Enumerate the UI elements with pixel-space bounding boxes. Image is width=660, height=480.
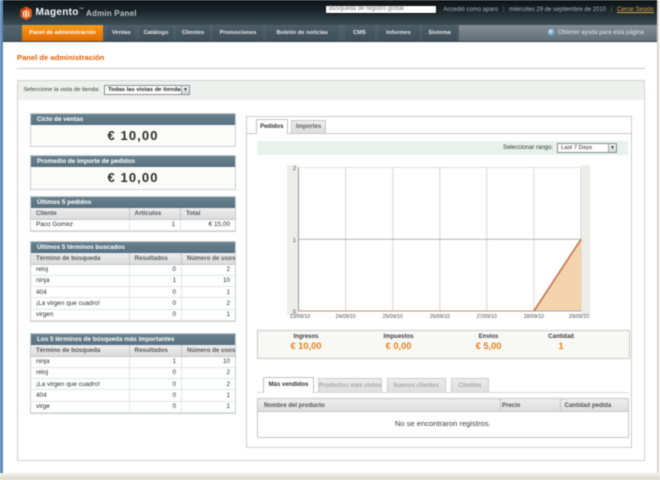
svg-text:26/09/10: 26/09/10: [429, 314, 449, 320]
svg-text:25/09/10: 25/09/10: [382, 314, 402, 320]
svg-text:23/09/10: 23/09/10: [289, 314, 309, 320]
svg-text:27/09/10: 27/09/10: [476, 314, 496, 320]
svg-text:2: 2: [292, 166, 295, 172]
svg-text:24/09/10: 24/09/10: [335, 314, 355, 320]
svg-text:28/09/10: 28/09/10: [523, 314, 543, 320]
svg-text:1: 1: [292, 237, 295, 243]
svg-text:29/09/10: 29/09/10: [568, 314, 588, 320]
svg-text:0: 0: [292, 309, 295, 315]
